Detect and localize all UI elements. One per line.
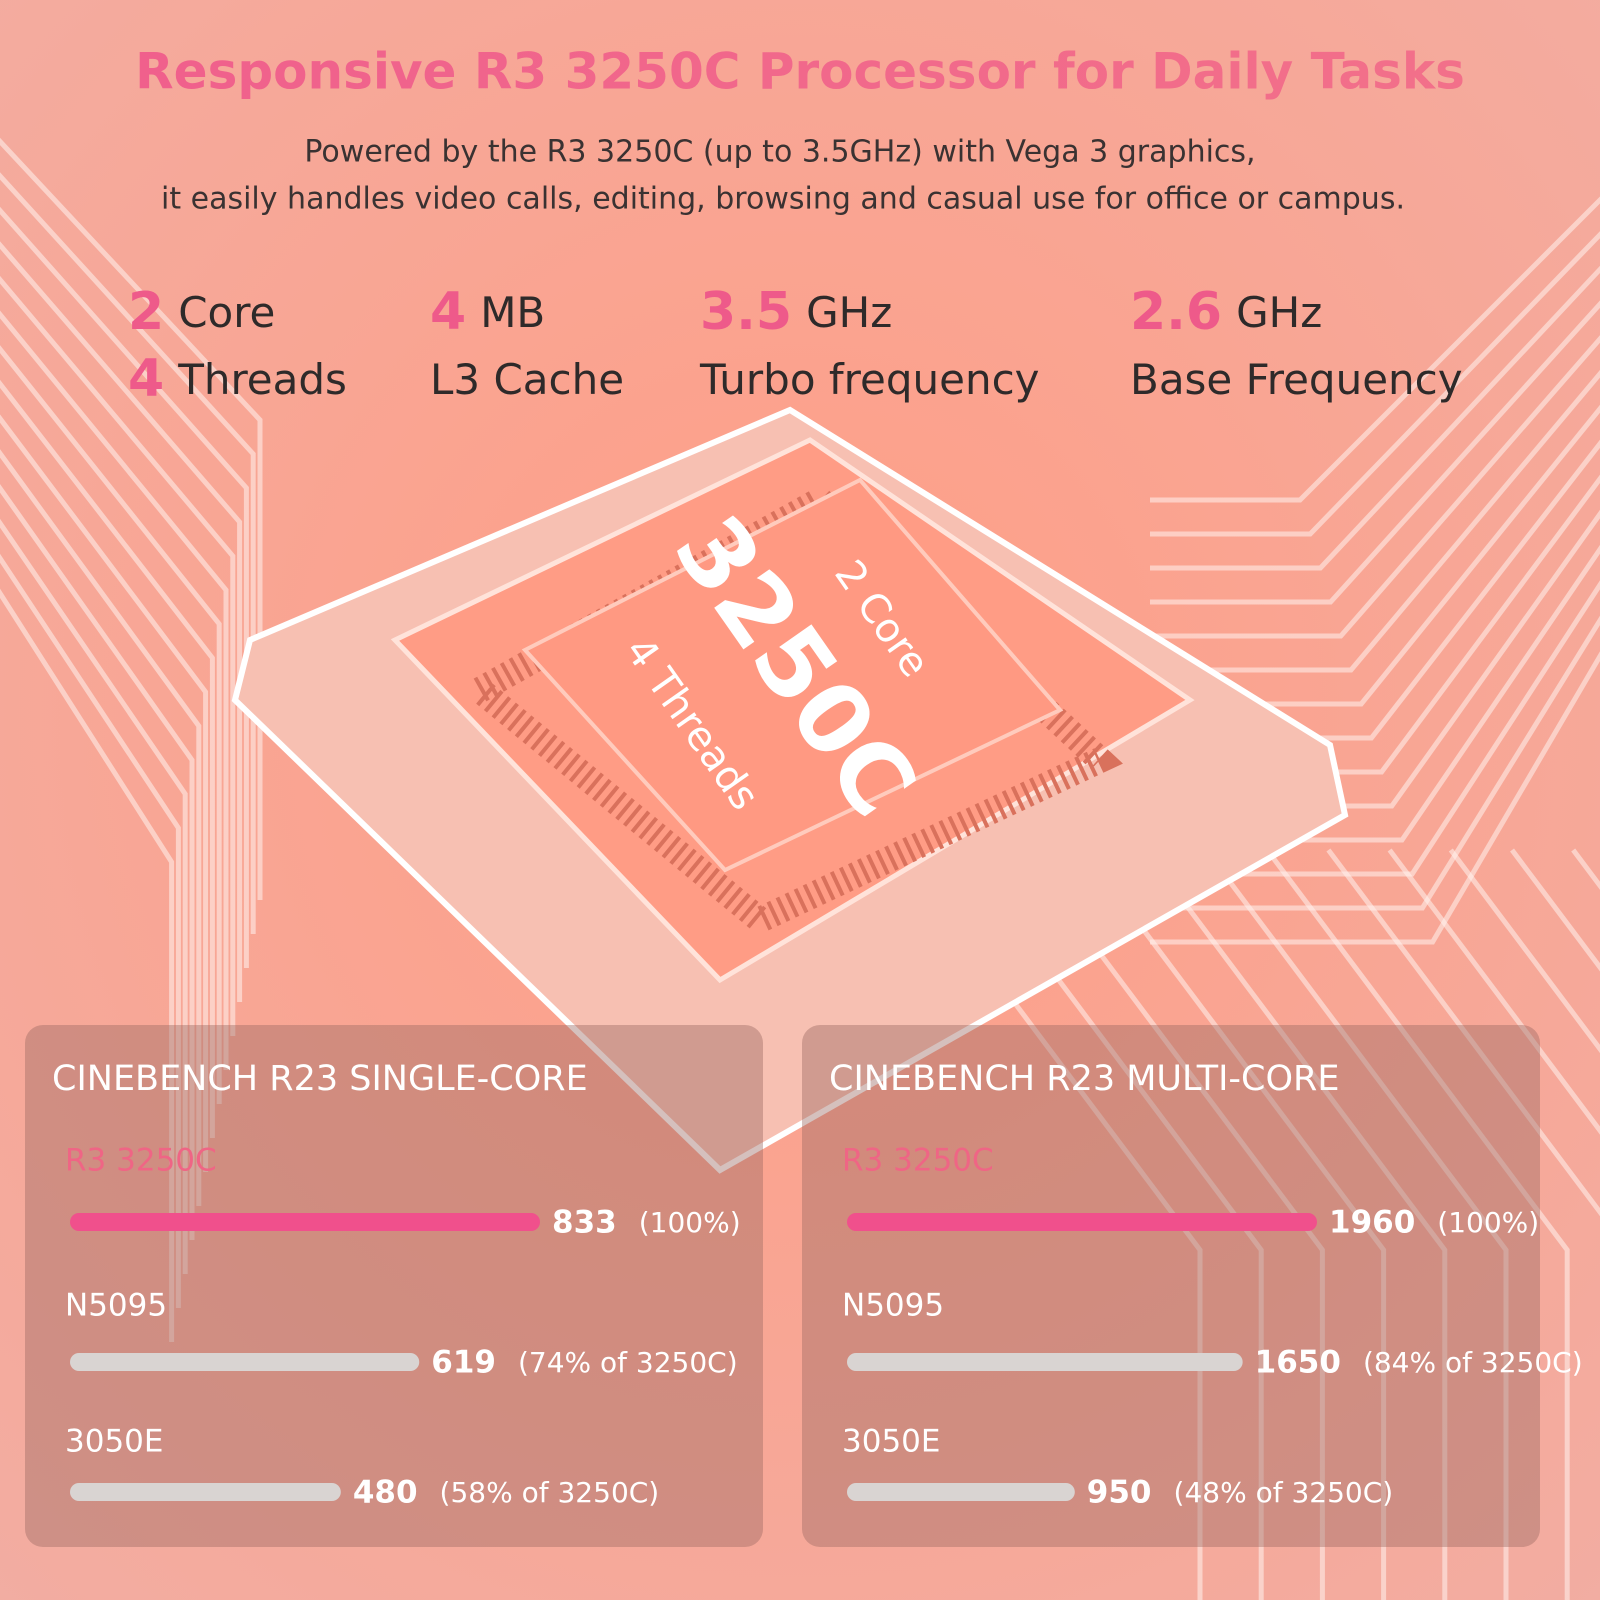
bar: [847, 1353, 1243, 1371]
trace: [1150, 651, 1600, 945]
trace: [0, 588, 175, 1342]
spec-number: 3.5: [700, 282, 792, 342]
benchmark-panel: CINEBENCH R23 MULTI-CORE R3 3250C 1960 (100…: [802, 1025, 1583, 1547]
spec-number: 4: [128, 349, 164, 409]
spec-unit: GHz: [1236, 288, 1322, 337]
trace: [0, 449, 202, 1206]
spec-number: 4: [430, 282, 466, 342]
spec-top: 4 MB: [430, 282, 545, 342]
spec-label: Base Frequency: [1130, 355, 1463, 404]
spec-bottom: Base Frequency: [1130, 355, 1463, 404]
category-label: R3 3250C: [842, 1143, 994, 1179]
value-annotation: (58% of 3250C): [440, 1476, 660, 1509]
category-label: 3050E: [65, 1424, 163, 1460]
value-label: 950: [1087, 1475, 1152, 1511]
trace: [1150, 615, 1600, 911]
value-annotation: (100%): [1437, 1206, 1539, 1239]
trace: [959, 848, 1264, 1600]
spec-top: 2.6 GHz: [1130, 282, 1322, 342]
title: Responsive R3 3250C Processor for Daily …: [135, 43, 1465, 101]
trace: [1387, 848, 1600, 1135]
bar: [847, 1483, 1075, 1501]
trace: [0, 172, 256, 934]
category-label: N5095: [842, 1288, 944, 1324]
trace: [1150, 300, 1600, 605]
trace: [1204, 848, 1509, 1600]
value-label: 619: [431, 1345, 496, 1381]
spec-unit: Core: [178, 288, 275, 337]
trace: [0, 310, 229, 1070]
spec-number: 2.6: [1130, 282, 1222, 342]
benchmark-panel: CINEBENCH R23 SINGLE-CORE R3 3250C 833 (100…: [25, 1025, 763, 1547]
trace: [0, 137, 263, 900]
trace: [0, 241, 243, 1002]
spec-unit: MB: [480, 288, 545, 337]
spec-bottom: L3 Cache: [430, 355, 624, 404]
trace: [1142, 848, 1448, 1600]
trace: [0, 414, 209, 1172]
subtitle-line: Powered by the R3 3250C (up to 3.5GHz) w…: [304, 135, 1255, 170]
trace: [1265, 848, 1570, 1600]
spec-label: Threads: [177, 355, 347, 404]
value-label: 480: [353, 1475, 418, 1511]
trace: [0, 553, 181, 1308]
spec-bottom: Turbo frequency: [699, 355, 1040, 404]
trace: [1150, 196, 1600, 503]
spec-top: 3.5 GHz: [700, 282, 892, 342]
value-label: 1960: [1329, 1205, 1415, 1241]
bar: [847, 1213, 1317, 1231]
chart-title: CINEBENCH R23 MULTI-CORE: [829, 1059, 1339, 1099]
trace: [1150, 369, 1600, 673]
panel-background: [802, 1025, 1540, 1547]
trace: [0, 275, 236, 1036]
value-label: 833: [552, 1205, 617, 1241]
trace: [0, 345, 222, 1104]
trace: [1150, 265, 1600, 571]
chip-pins: [457, 484, 1123, 936]
specs: 2 Core 4 Threads 4 MB L3 Cache 3.5 GHz Turbo freq…: [128, 282, 1463, 409]
spec-label: Turbo frequency: [699, 355, 1040, 404]
spec-bottom: 4 Threads: [128, 349, 347, 409]
spec-label: L3 Cache: [430, 355, 624, 404]
trace: [1326, 848, 1600, 1217]
chip-die: [521, 477, 1064, 873]
category-label: 3050E: [842, 1424, 940, 1460]
spec-unit: GHz: [806, 288, 892, 337]
benchmarks: CINEBENCH R23 SINGLE-CORE R3 3250C 833 (100…: [25, 1025, 1583, 1547]
bar: [70, 1353, 420, 1371]
trace: [0, 379, 215, 1138]
bar: [70, 1483, 341, 1501]
trace: [0, 483, 195, 1240]
trace: [1020, 848, 1325, 1600]
value-annotation: (84% of 3250C): [1363, 1346, 1583, 1379]
spec-number: 2: [128, 282, 164, 342]
spec-top: 2 Core: [128, 282, 275, 342]
trace: [0, 518, 188, 1274]
value-annotation: (100%): [639, 1206, 741, 1239]
bar: [70, 1213, 540, 1231]
value-annotation: (74% of 3250C): [518, 1346, 738, 1379]
panel-background: [25, 1025, 763, 1547]
trace: [1150, 335, 1600, 639]
value-label: 1650: [1255, 1345, 1341, 1381]
trace: [1081, 848, 1387, 1600]
value-annotation: (48% of 3250C): [1174, 1476, 1394, 1509]
category-label: N5095: [65, 1288, 167, 1324]
chip-graphic: 3250C 2 Core 4 Threads: [231, 406, 1349, 1174]
trace: [1150, 231, 1600, 537]
chart-title: CINEBENCH R23 SINGLE-CORE: [52, 1059, 588, 1099]
category-label: R3 3250C: [65, 1143, 217, 1179]
trace: [0, 206, 249, 968]
subtitle-line: it easily handles video calls, editing, …: [161, 182, 1405, 217]
trace: [1448, 848, 1600, 1054]
